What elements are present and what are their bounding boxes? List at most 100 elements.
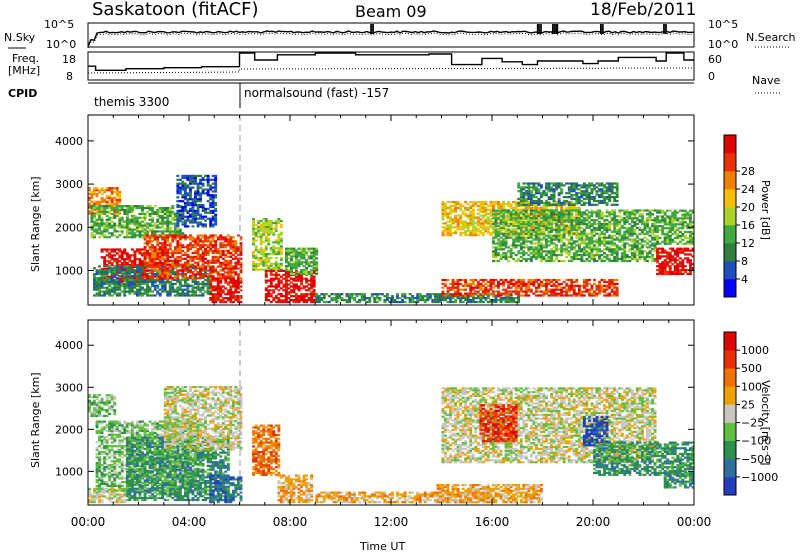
heatmap-cell <box>514 238 518 241</box>
heatmap-cell <box>161 257 165 260</box>
heatmap-cell <box>234 244 238 247</box>
heatmap-cell <box>194 251 197 255</box>
heatmap-cell <box>95 205 99 208</box>
heatmap-cell <box>431 293 435 296</box>
heatmap-cell <box>100 205 104 208</box>
heatmap-cell <box>98 286 101 289</box>
heatmap-cell <box>209 265 213 268</box>
heatmap-cell <box>211 198 215 201</box>
heatmap-cell <box>264 254 268 258</box>
heatmap-cell <box>517 228 521 231</box>
heatmap-cell <box>113 280 117 283</box>
heatmap-cell <box>555 284 558 287</box>
heatmap-cell <box>239 271 243 274</box>
heatmap-cell <box>194 200 197 203</box>
heatmap-cell <box>125 230 129 233</box>
heatmap-cell <box>307 283 311 286</box>
heatmap-cell <box>451 300 455 304</box>
heatmap-cell <box>555 216 558 219</box>
heatmap-cell <box>143 253 147 256</box>
heatmap-cell <box>153 280 157 283</box>
heatmap-cell <box>507 211 511 214</box>
heatmap-cell <box>252 256 255 260</box>
heatmap-cell <box>494 242 498 245</box>
heatmap-cell <box>100 276 104 280</box>
heatmap-cell <box>173 222 177 225</box>
heatmap-cell <box>272 247 276 250</box>
heatmap-cell <box>133 258 137 261</box>
heatmap-cell <box>178 288 182 291</box>
heatmap-cell <box>110 226 114 229</box>
heatmap-cell <box>199 286 202 289</box>
heatmap-cell <box>297 295 301 298</box>
heatmap-cell <box>252 266 255 269</box>
heatmap-cell <box>199 217 202 220</box>
heatmap-cell <box>93 267 96 270</box>
heatmap-cell <box>153 230 157 233</box>
heatmap-cell <box>206 200 210 203</box>
heatmap-cell <box>519 230 523 233</box>
heatmap-cell <box>456 286 460 289</box>
heatmap-cell <box>305 285 308 288</box>
heatmap-cell <box>471 234 475 237</box>
heatmap-cell <box>115 265 119 268</box>
heatmap-cell <box>237 249 240 253</box>
heatmap-cell <box>108 236 112 239</box>
heatmap-cell <box>103 256 107 259</box>
heatmap-cell <box>519 220 523 223</box>
heatmap-cell <box>547 288 551 291</box>
heatmap-cell <box>191 215 195 218</box>
heatmap-cell <box>163 216 167 219</box>
heatmap-cell <box>610 290 614 293</box>
heatmap-cell <box>451 288 455 291</box>
heatmap-cell <box>292 299 296 302</box>
heatmap-cell <box>527 286 531 289</box>
heatmap-cell <box>540 217 543 220</box>
heatmap-cell <box>517 244 521 247</box>
heatmap-cell <box>196 242 200 245</box>
heatmap-cell <box>279 300 283 304</box>
heatmap-cell <box>194 267 197 270</box>
heatmap-cell <box>226 293 230 296</box>
heatmap-cell <box>466 297 470 300</box>
heatmap-cell <box>173 249 177 253</box>
heatmap-cell <box>476 216 480 219</box>
heatmap-cell <box>476 234 480 237</box>
heatmap-cell <box>492 299 495 302</box>
heatmap-cell <box>557 213 561 216</box>
heatmap-cell <box>499 204 503 207</box>
heatmap-cell <box>171 255 175 258</box>
heatmap-cell <box>547 223 551 226</box>
heatmap-cell <box>269 268 273 271</box>
heatmap-cell <box>176 196 180 199</box>
heatmap-cell <box>115 264 119 267</box>
heatmap-cell <box>497 234 500 237</box>
heatmap-cell <box>305 289 308 292</box>
heatmap-cell <box>196 284 200 287</box>
heatmap-cell <box>476 290 480 293</box>
heatmap-cell <box>189 178 192 181</box>
heatmap-cell <box>565 238 569 241</box>
heatmap-cell <box>156 214 160 217</box>
heatmap-cell <box>499 254 503 257</box>
heatmap-cell <box>451 232 455 235</box>
heatmap-cell <box>567 219 571 222</box>
heatmap-cell <box>239 281 243 284</box>
heatmap-cell <box>292 287 296 290</box>
heatmap-cell <box>191 259 195 262</box>
heatmap-cell <box>562 224 566 227</box>
heatmap-cell <box>582 290 586 293</box>
heatmap-cell <box>171 263 175 266</box>
heatmap-cell <box>133 222 137 225</box>
heatmap-cell <box>449 299 452 302</box>
heatmap-cell <box>130 276 134 280</box>
heatmap-cell <box>507 215 511 218</box>
heatmap-cell <box>199 215 202 218</box>
heatmap-cell <box>176 278 180 282</box>
heatmap-cell <box>183 192 187 195</box>
heatmap-cell <box>136 234 139 237</box>
heatmap-cell <box>540 254 543 257</box>
heatmap-cell <box>492 223 495 226</box>
heatmap-cell <box>171 207 175 210</box>
heatmap-cell <box>492 240 495 243</box>
